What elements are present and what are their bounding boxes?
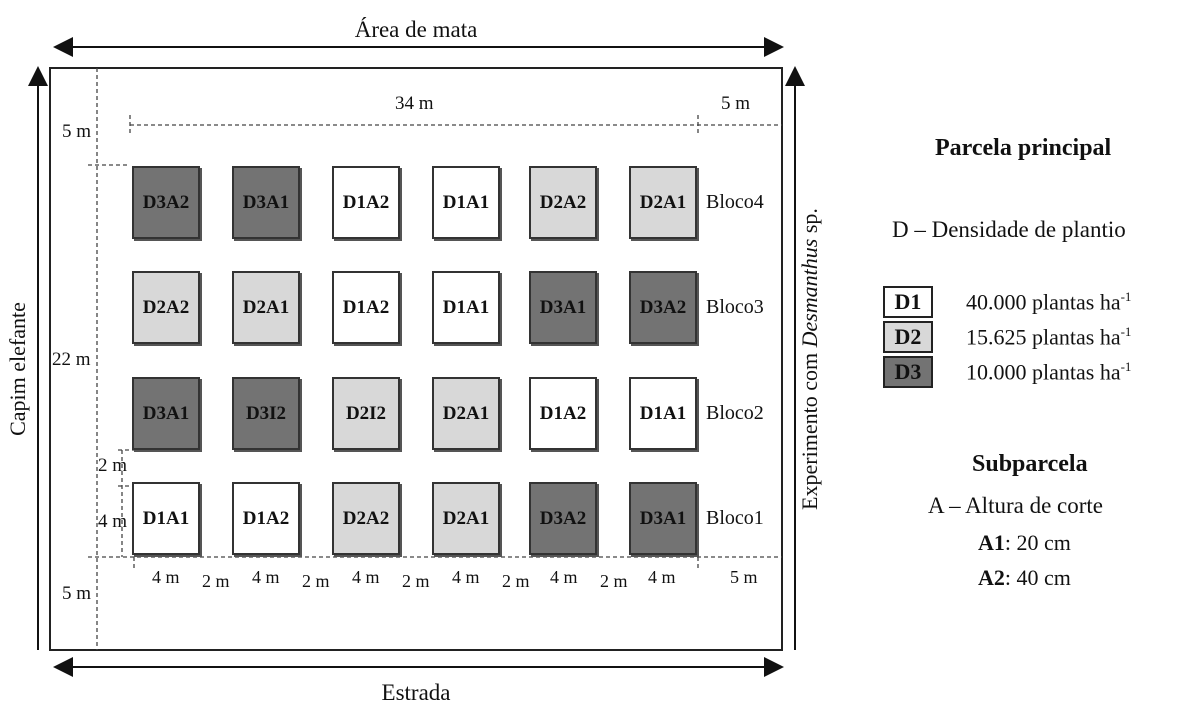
plot-cell: D2A1 (629, 166, 697, 239)
top-margin-label: 5 m (62, 121, 92, 142)
block-label: Bloco4 (706, 191, 764, 213)
plot-cell: D2A2 (132, 271, 200, 344)
subplot-item: A1: 20 cm (978, 532, 1071, 554)
legend-item-main: 40.000 plantas ha (966, 289, 1121, 315)
field-border (49, 67, 783, 651)
plot-cell: D2A2 (332, 482, 400, 555)
legend-swatch: D1 (883, 286, 933, 318)
plot-cell: D2A1 (232, 271, 300, 344)
plot-cell: D1A2 (332, 271, 400, 344)
plot-cell: D3I2 (232, 377, 300, 450)
bottom-dimension-label: 2 m (502, 571, 530, 591)
bottom-dimension-label: 4 m (648, 567, 676, 587)
block-label: Bloco3 (706, 296, 764, 318)
plot-cell: D3A1 (629, 482, 697, 555)
bottom-dimension-label: 2 m (402, 571, 430, 591)
bottom-dimension-label: 4 m (452, 567, 480, 587)
density-description: D – Densidade de plantio (892, 217, 1126, 242)
legend-item-main: 10.000 plantas ha (966, 359, 1121, 385)
bottom-dimension-label: 4 m (252, 567, 280, 587)
legend-title: Parcela principal (935, 135, 1112, 161)
width-label: 34 m (395, 93, 434, 114)
plot-cell: D3A2 (629, 271, 697, 344)
right-margin-top-label: 5 m (721, 93, 751, 114)
plot-cell: D1A1 (432, 166, 500, 239)
bottom-dimension-label: 2 m (302, 571, 330, 591)
block-label: Bloco2 (706, 402, 764, 424)
plot-cell: D3A1 (529, 271, 597, 344)
right-label: Experimento com Desmanthus sp. (797, 149, 822, 569)
plot-cell: D2I2 (332, 377, 400, 450)
subplot-item-text: : 20 cm (1004, 530, 1071, 555)
plot-cell: D3A2 (529, 482, 597, 555)
plot-cell: D2A1 (432, 377, 500, 450)
bottom-dimension-label: 4 m (152, 567, 180, 587)
plot-cell: D1A2 (529, 377, 597, 450)
plot-cell: D3A1 (232, 166, 300, 239)
plot-cell: D3A1 (132, 377, 200, 450)
bottom-label: Estrada (381, 680, 451, 705)
legend-item-main: 15.625 plantas ha (966, 324, 1121, 350)
gap-label: 2 m (98, 455, 128, 476)
plot-cell: D2A2 (529, 166, 597, 239)
legend-item-text: 10.000 plantas ha-1 (966, 360, 1131, 383)
plot-cell: D1A2 (332, 166, 400, 239)
plot-height-label: 4 m (98, 511, 128, 532)
plot-cell: D1A1 (132, 482, 200, 555)
subplot-item: A2: 40 cm (978, 567, 1071, 589)
bottom-dimension-label: 4 m (550, 567, 578, 587)
bottom-dimension-label: 5 m (730, 567, 758, 587)
top-label: Área de mata (354, 17, 478, 42)
subplot-title: Subparcela (972, 451, 1088, 477)
legend-item-text: 40.000 plantas ha-1 (966, 290, 1131, 313)
subplot-item-text: : 40 cm (1004, 565, 1071, 590)
legend-swatch: D2 (883, 321, 933, 353)
plot-cell: D1A2 (232, 482, 300, 555)
legend-swatch: D3 (883, 356, 933, 388)
plot-cell: D1A1 (432, 271, 500, 344)
legend-item-text: 15.625 plantas ha-1 (966, 325, 1131, 348)
legend-item-sup: -1 (1120, 359, 1132, 374)
subplot-description: A – Altura de corte (928, 493, 1104, 518)
bottom-dimension-label: 2 m (600, 571, 628, 591)
bottom-dimension-label: 4 m (352, 567, 380, 587)
height-label: 22 m (52, 349, 91, 370)
plot-cell: D3A2 (132, 166, 200, 239)
bottom-dimension-label: 2 m (202, 571, 230, 591)
block-label: Bloco1 (706, 507, 764, 529)
right-label-prefix: Experimento com (797, 347, 822, 510)
right-label-suffix: sp. (797, 208, 822, 239)
right-label-italic: Desmanthus (797, 238, 822, 348)
subplot-item-code: A2 (978, 565, 1005, 590)
subplot-item-code: A1 (978, 530, 1005, 555)
plot-cell: D1A1 (629, 377, 697, 450)
left-label: Capim elefante (5, 302, 30, 436)
legend-item-sup: -1 (1120, 289, 1132, 304)
plot-cell: D2A1 (432, 482, 500, 555)
bottom-margin-label: 5 m (62, 583, 92, 604)
legend-item-sup: -1 (1120, 324, 1132, 339)
